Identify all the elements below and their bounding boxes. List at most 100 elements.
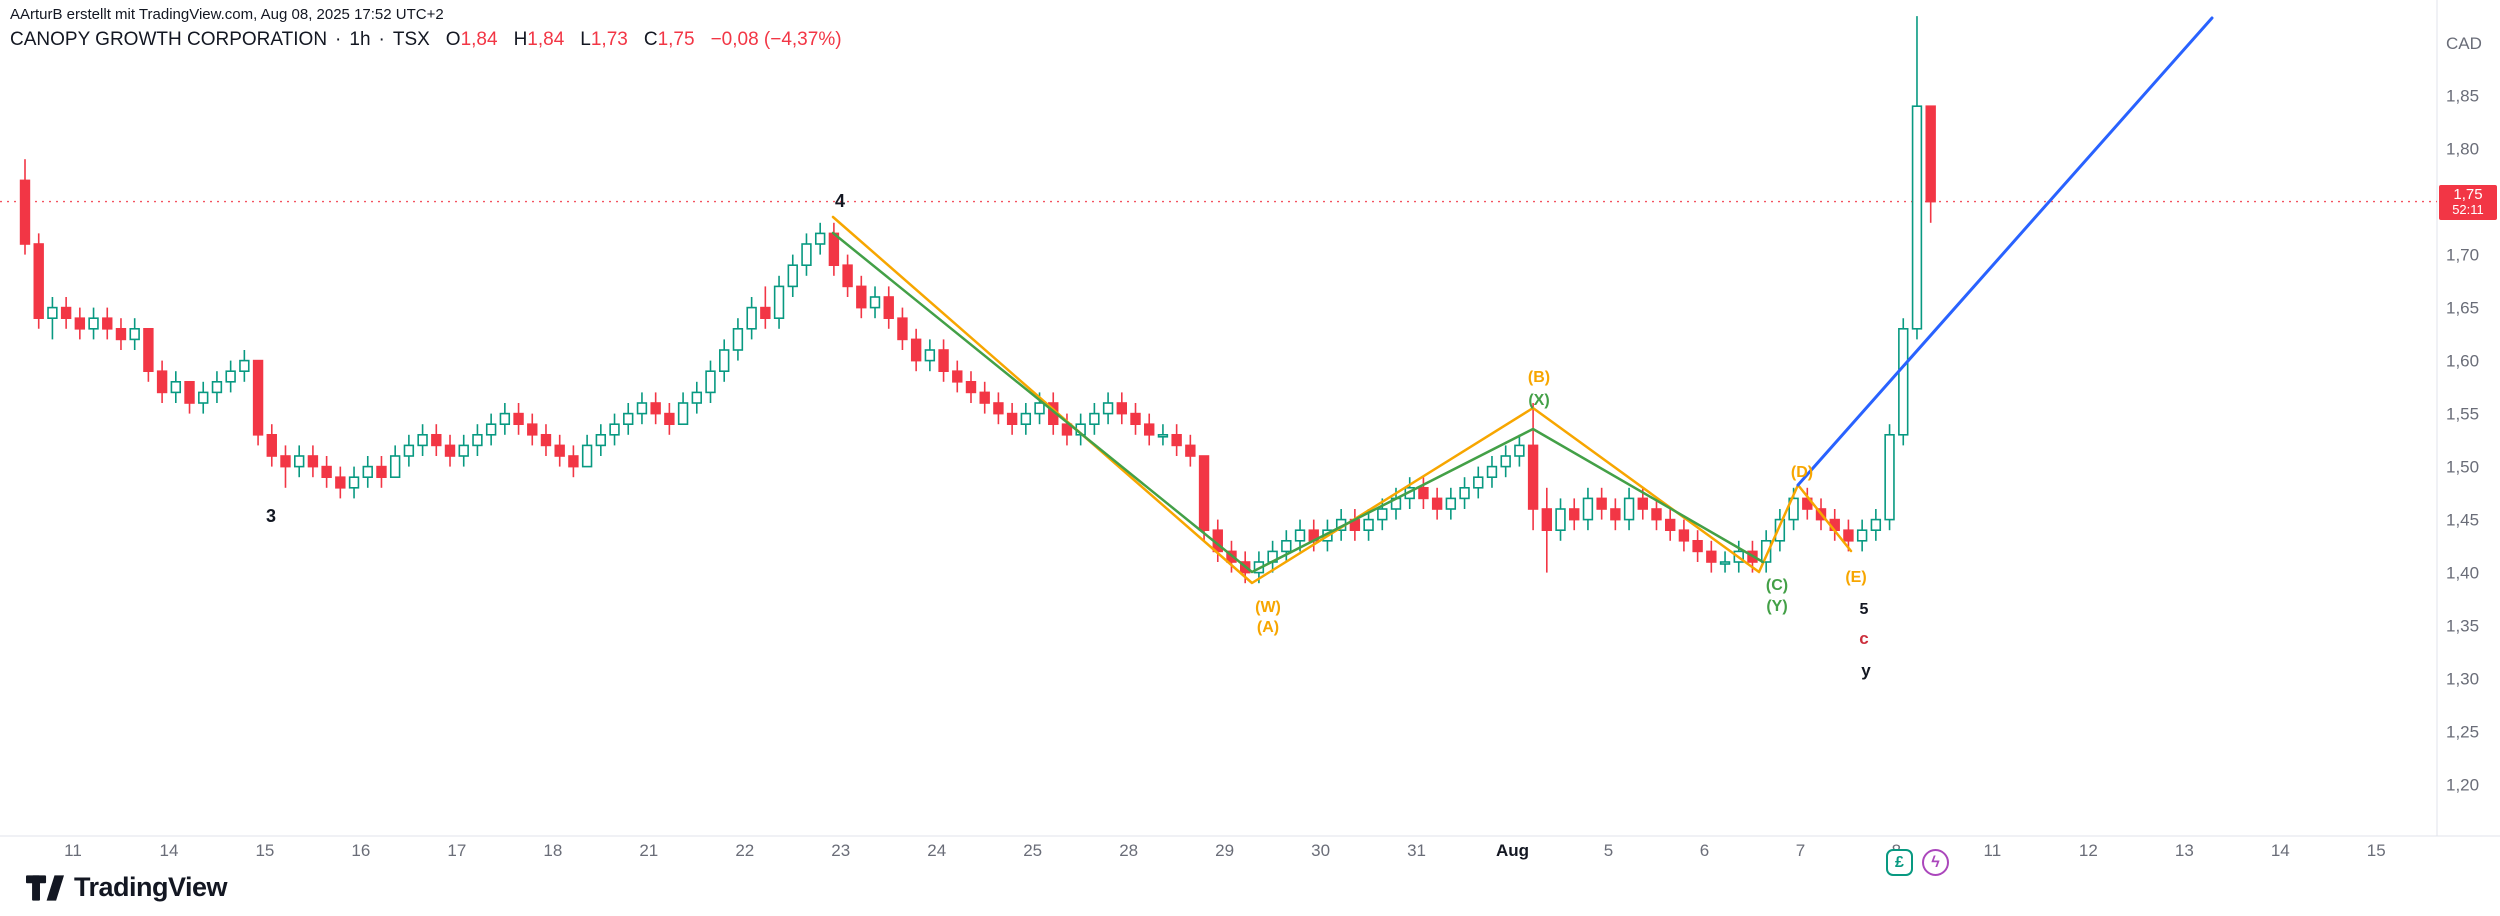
candle-body xyxy=(1582,497,1594,521)
interval-label[interactable]: 1h xyxy=(349,29,371,50)
candle-body xyxy=(527,423,538,436)
candle-body xyxy=(389,455,401,479)
candle-body xyxy=(691,391,702,404)
time-tick-label: 7 xyxy=(1796,841,1805,860)
attribution-text: AArturB erstellt mit TradingView.com, Au… xyxy=(10,6,444,23)
candle-body xyxy=(403,444,415,457)
separator-dot: · xyxy=(335,29,342,50)
candle-body xyxy=(869,296,881,309)
candle-body xyxy=(540,433,552,447)
candle-body xyxy=(1788,497,1799,521)
wave-label[interactable]: 3 xyxy=(266,506,276,526)
candle-body xyxy=(198,391,209,404)
candle-body xyxy=(568,455,579,468)
wave-label[interactable]: (E) xyxy=(1845,569,1866,586)
candle-body xyxy=(1473,476,1484,489)
candle-body xyxy=(1418,486,1429,500)
candle-body xyxy=(910,338,922,362)
candle-body xyxy=(1445,497,1457,510)
time-tick-label: 31 xyxy=(1407,841,1426,860)
wave-label[interactable]: (X) xyxy=(1528,392,1549,409)
candle-body xyxy=(1514,444,1525,457)
trend-line-blue[interactable] xyxy=(1796,16,2214,487)
wave-label[interactable]: 5 xyxy=(1860,601,1869,618)
candle-body xyxy=(1678,529,1690,542)
wave-label[interactable]: (D) xyxy=(1791,464,1813,481)
price-tick-label: 1,35 xyxy=(2446,617,2479,636)
candle-body xyxy=(1006,412,1018,426)
symbol-title[interactable]: CANOPY GROWTH CORPORATION xyxy=(10,29,328,50)
time-tick-label: 30 xyxy=(1311,841,1330,860)
candle-body xyxy=(1034,402,1045,415)
time-tick-label: 21 xyxy=(639,841,658,860)
bar-countdown: 52:11 xyxy=(2452,202,2484,217)
price-tick-label: 1,80 xyxy=(2446,140,2479,159)
time-axis[interactable]: 111415161718212223242528293031Aug5678111… xyxy=(64,841,2386,860)
candle-body xyxy=(746,306,757,330)
candle-body xyxy=(1719,561,1731,565)
candle-body xyxy=(1774,518,1786,542)
candle-body xyxy=(1185,444,1196,457)
candle-body xyxy=(1130,412,1141,426)
tradingview-logo[interactable]: TradingView xyxy=(26,872,228,903)
time-tick-label: 12 xyxy=(2079,841,2098,860)
candle-body xyxy=(856,285,867,309)
time-tick-label: 11 xyxy=(64,841,82,860)
candle-body xyxy=(1623,497,1635,521)
candle-body xyxy=(938,349,949,373)
time-tick-label: 25 xyxy=(1023,841,1042,860)
wave-label[interactable]: y xyxy=(1861,661,1871,680)
candle-body xyxy=(293,455,305,468)
candle-body xyxy=(184,380,195,404)
candle-body xyxy=(335,476,346,489)
wave-label[interactable]: 4 xyxy=(835,191,845,211)
candle-body xyxy=(1610,508,1621,521)
candle-body xyxy=(88,317,99,330)
candle-body xyxy=(1020,412,1032,426)
candle-body xyxy=(1486,465,1498,479)
candle-body xyxy=(211,380,223,394)
wave-line-green[interactable] xyxy=(831,231,1765,574)
time-tick-label: 14 xyxy=(2271,841,2290,860)
wave-line-orange[interactable] xyxy=(831,215,1853,585)
time-tick-label: 22 xyxy=(735,841,754,860)
candle-body xyxy=(1431,497,1443,510)
candle-body xyxy=(760,306,771,320)
time-tick-label: 17 xyxy=(447,841,466,860)
candle-body xyxy=(1527,444,1539,510)
wave-label[interactable]: (W) xyxy=(1255,599,1281,616)
ohlc-low: L1,73 xyxy=(580,29,628,50)
candle-body xyxy=(801,243,812,267)
candle-body xyxy=(1843,529,1854,542)
time-tick-label: 14 xyxy=(159,841,178,860)
candle-body xyxy=(554,444,565,457)
wave-label[interactable]: (C) xyxy=(1766,577,1788,594)
price-axis[interactable]: CAD 1,85 1,80 1,70 1,65 1,60 1,55 1,50 1,45 1,40 1… xyxy=(2446,34,2482,795)
candle-body xyxy=(1459,486,1470,500)
candle-body xyxy=(952,370,963,383)
lightning-icon[interactable]: ϟ xyxy=(1922,849,1949,876)
price-tick-label: 1,20 xyxy=(2446,776,2479,795)
time-tick-label: 23 xyxy=(831,841,850,860)
candle-body xyxy=(1116,402,1128,415)
wave-label[interactable]: (A) xyxy=(1257,619,1279,636)
price-tick-label: 1,70 xyxy=(2446,246,2479,265)
candle-body xyxy=(664,412,675,426)
candle-body xyxy=(1500,455,1511,468)
candle-body xyxy=(33,243,44,319)
candle-body xyxy=(787,264,798,288)
candle-body xyxy=(431,433,442,447)
banknote-icon[interactable]: £ xyxy=(1886,849,1913,876)
candle-body xyxy=(1294,529,1306,542)
candle-body xyxy=(595,433,607,447)
candle-body xyxy=(965,380,977,394)
drawing-lines-layer xyxy=(831,16,2214,585)
candle-body xyxy=(376,465,387,479)
wave-label[interactable]: (Y) xyxy=(1766,598,1787,615)
wave-label[interactable]: (B) xyxy=(1528,369,1550,386)
wave-label[interactable]: c xyxy=(1859,629,1868,648)
candle-body xyxy=(993,402,1004,415)
candle-body xyxy=(623,412,634,426)
